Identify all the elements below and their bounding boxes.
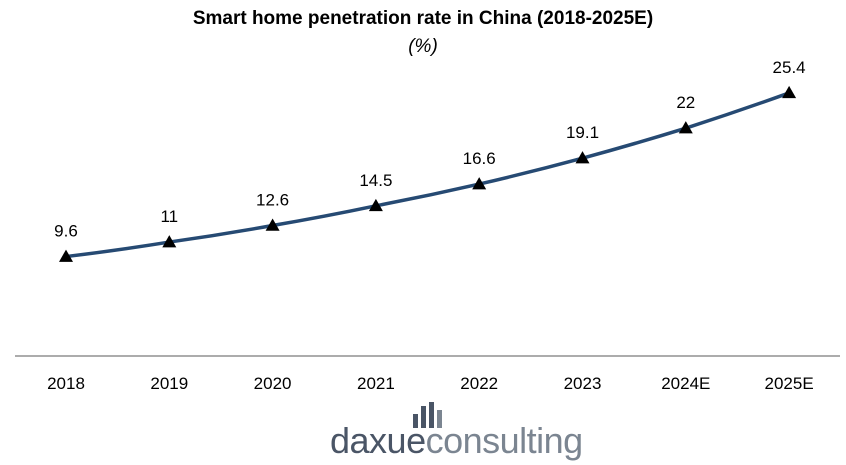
x-tick-label: 2022 <box>460 374 498 393</box>
x-tick-label: 2021 <box>357 374 395 393</box>
data-point-marker <box>368 198 383 212</box>
logo-wordmark: daxueconsulting <box>330 420 583 462</box>
daxue-consulting-logo: daxueconsulting <box>330 402 610 462</box>
logo-text-consulting: consulting <box>425 420 584 461</box>
series-line <box>65 91 790 259</box>
data-point-marker <box>162 235 177 248</box>
data-label: 16.6 <box>463 149 496 168</box>
x-tick-label: 2018 <box>47 374 85 393</box>
data-label: 19.1 <box>566 123 599 142</box>
data-label: 22 <box>676 93 695 112</box>
x-tick-label: 2023 <box>564 374 602 393</box>
x-tick-label: 2024E <box>661 374 710 393</box>
logo-text-daxue: daxue <box>330 420 426 461</box>
data-label: 25.4 <box>773 58 806 77</box>
data-point-marker <box>678 121 693 134</box>
data-label: 12.6 <box>256 191 289 210</box>
chart-title: Smart home penetration rate in China (20… <box>192 8 654 29</box>
data-label: 11 <box>160 207 178 226</box>
x-tick-label: 2020 <box>254 374 292 393</box>
data-point-marker <box>59 249 73 262</box>
data-point-marker <box>575 151 590 164</box>
data-label: 9.6 <box>54 222 78 241</box>
x-tick-label: 2025E <box>765 374 814 393</box>
chart-subtitle: (%) <box>408 36 438 57</box>
data-point-marker <box>472 177 487 190</box>
x-tick-label: 2019 <box>150 374 188 393</box>
data-label: 14.5 <box>359 171 392 190</box>
data-point-marker <box>782 85 797 99</box>
data-point-marker <box>265 218 280 231</box>
bar-chart-icon <box>413 402 442 428</box>
